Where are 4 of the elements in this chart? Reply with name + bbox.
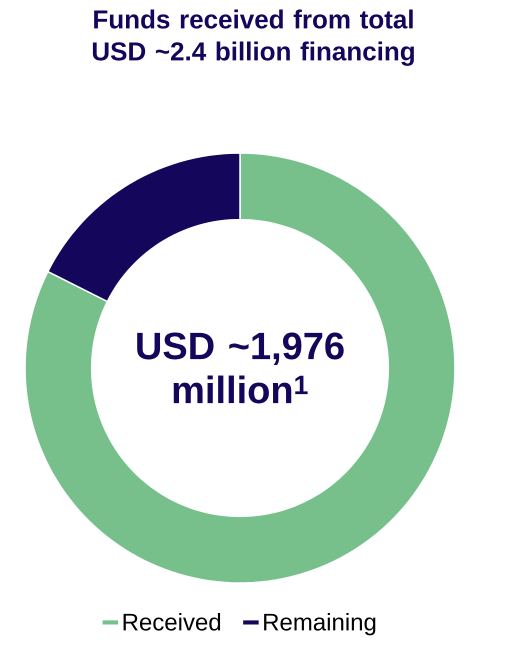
- legend-label: Received: [124, 612, 220, 631]
- chart-title: Funds received from total USD ~2.4 billion financing: [92, 10, 414, 66]
- legend-label: Remaining: [264, 612, 376, 636]
- text: USD ~1,976 million$^{1}$: [137, 332, 344, 404]
